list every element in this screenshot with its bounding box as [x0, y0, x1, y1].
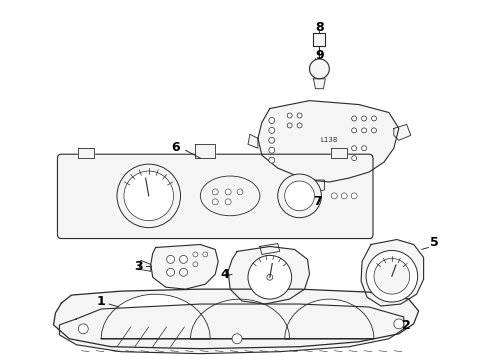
- Circle shape: [167, 268, 174, 276]
- Text: L138: L138: [320, 137, 338, 143]
- Circle shape: [212, 199, 218, 205]
- Circle shape: [362, 116, 367, 121]
- Circle shape: [297, 123, 302, 128]
- Circle shape: [267, 274, 273, 280]
- Text: 8: 8: [315, 21, 324, 34]
- Circle shape: [371, 128, 376, 133]
- Circle shape: [366, 251, 417, 302]
- Circle shape: [203, 252, 208, 257]
- Circle shape: [237, 189, 243, 195]
- Circle shape: [278, 174, 321, 218]
- Circle shape: [269, 117, 275, 123]
- Circle shape: [331, 193, 337, 199]
- Circle shape: [269, 137, 275, 143]
- Polygon shape: [78, 148, 94, 158]
- Circle shape: [287, 123, 292, 128]
- Circle shape: [167, 255, 174, 264]
- Polygon shape: [196, 144, 215, 158]
- Circle shape: [394, 319, 404, 329]
- Polygon shape: [308, 180, 324, 192]
- Circle shape: [248, 255, 292, 299]
- Polygon shape: [53, 289, 418, 349]
- Polygon shape: [59, 304, 404, 354]
- Circle shape: [269, 157, 275, 163]
- Circle shape: [117, 164, 180, 228]
- Ellipse shape: [200, 176, 260, 216]
- Circle shape: [193, 252, 198, 257]
- Circle shape: [362, 146, 367, 151]
- Polygon shape: [314, 33, 325, 46]
- Circle shape: [193, 262, 198, 267]
- Circle shape: [374, 258, 410, 294]
- Polygon shape: [285, 299, 374, 339]
- Circle shape: [351, 193, 357, 199]
- Text: 7: 7: [313, 195, 322, 208]
- Circle shape: [297, 113, 302, 118]
- Text: 5: 5: [430, 236, 439, 249]
- Circle shape: [352, 156, 357, 161]
- Polygon shape: [151, 244, 218, 289]
- Polygon shape: [314, 79, 325, 89]
- Circle shape: [78, 324, 88, 334]
- Polygon shape: [191, 299, 290, 339]
- Circle shape: [269, 127, 275, 133]
- Circle shape: [362, 128, 367, 133]
- Circle shape: [212, 189, 218, 195]
- Circle shape: [352, 128, 357, 133]
- Text: 2: 2: [402, 319, 411, 332]
- Circle shape: [352, 116, 357, 121]
- Circle shape: [225, 199, 231, 205]
- Text: 6: 6: [171, 141, 180, 154]
- Polygon shape: [394, 125, 411, 140]
- Circle shape: [179, 268, 188, 276]
- Circle shape: [371, 116, 376, 121]
- Polygon shape: [361, 239, 424, 306]
- Polygon shape: [260, 243, 280, 255]
- Polygon shape: [258, 100, 399, 182]
- Polygon shape: [331, 148, 347, 158]
- Circle shape: [285, 181, 315, 211]
- FancyBboxPatch shape: [57, 154, 373, 239]
- Text: 3: 3: [135, 260, 143, 273]
- Circle shape: [232, 334, 242, 344]
- Text: 1: 1: [97, 294, 105, 307]
- Circle shape: [287, 113, 292, 118]
- Circle shape: [341, 193, 347, 199]
- Polygon shape: [248, 134, 258, 148]
- Polygon shape: [139, 260, 151, 271]
- Polygon shape: [101, 294, 210, 339]
- Text: 4: 4: [221, 268, 229, 281]
- Circle shape: [225, 189, 231, 195]
- Circle shape: [124, 171, 173, 221]
- Circle shape: [179, 255, 188, 264]
- Polygon shape: [228, 247, 310, 304]
- Circle shape: [269, 147, 275, 153]
- Circle shape: [310, 59, 329, 79]
- Circle shape: [352, 146, 357, 151]
- Text: 9: 9: [315, 49, 324, 63]
